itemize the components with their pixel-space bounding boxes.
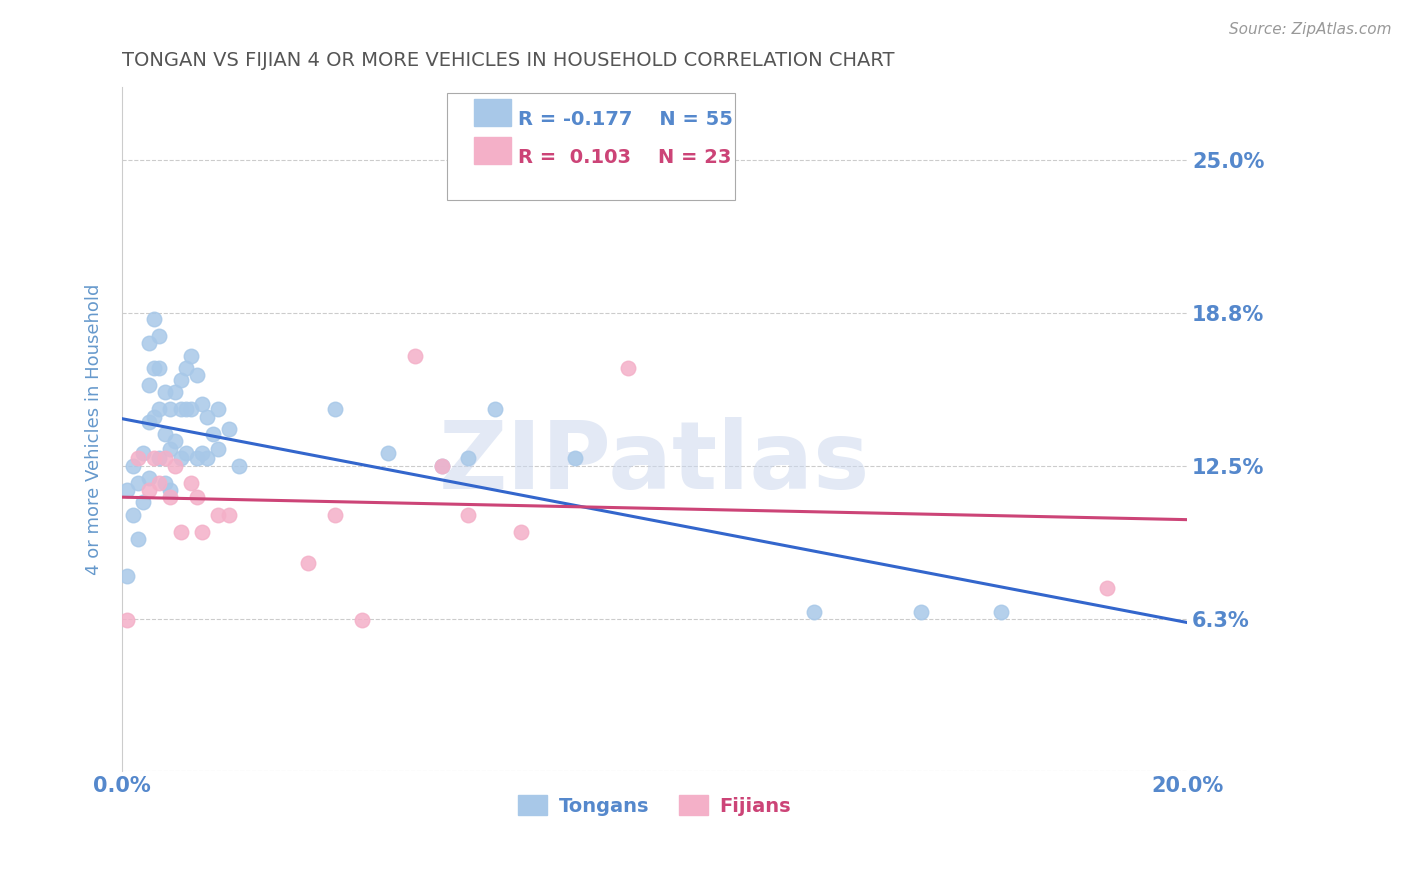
Text: ZIPatlas: ZIPatlas (439, 417, 870, 509)
Point (297, 557, 319, 571)
Point (195, 409, 218, 424)
Point (1097, 581, 1119, 595)
Point (117, 613, 139, 627)
Point (127, 475, 149, 490)
Bar (474, 136, 510, 164)
Point (191, 446, 214, 460)
Point (207, 402, 229, 417)
Point (148, 329, 170, 343)
Point (159, 442, 181, 456)
Point (564, 451, 586, 466)
Point (430, 458, 453, 473)
Point (153, 385, 176, 400)
Point (186, 451, 208, 466)
Point (138, 483, 160, 497)
Point (127, 532, 149, 546)
Point (169, 451, 191, 466)
Point (138, 378, 160, 392)
Point (143, 360, 166, 375)
Point (165, 434, 187, 449)
Point (180, 475, 202, 490)
Bar (474, 99, 510, 127)
Point (510, 524, 533, 539)
Y-axis label: 4 or more Vehicles in Household: 4 or more Vehicles in Household (86, 284, 103, 574)
Point (138, 471, 160, 485)
Point (159, 483, 181, 497)
Text: Source: ZipAtlas.com: Source: ZipAtlas.com (1229, 22, 1392, 37)
Text: R = -0.177    N = 55: R = -0.177 N = 55 (519, 110, 733, 128)
Point (143, 451, 166, 466)
Point (138, 336, 160, 351)
Point (174, 360, 197, 375)
Text: TONGAN VS FIJIAN 4 OR MORE VEHICLES IN HOUSEHOLD CORRELATION CHART: TONGAN VS FIJIAN 4 OR MORE VEHICLES IN H… (122, 51, 894, 70)
Point (186, 491, 208, 505)
Point (153, 426, 176, 441)
Point (457, 508, 479, 522)
Point (127, 451, 149, 466)
Point (323, 508, 346, 522)
Point (132, 495, 155, 509)
Point (350, 613, 373, 627)
Text: R =  0.103    N = 23: R = 0.103 N = 23 (519, 147, 731, 167)
Point (132, 446, 155, 460)
Point (195, 451, 218, 466)
Point (159, 402, 181, 417)
Point (165, 458, 187, 473)
Point (121, 458, 143, 473)
Point (174, 446, 197, 460)
Point (186, 368, 208, 383)
Point (377, 446, 399, 460)
Point (180, 349, 202, 363)
Point (143, 409, 166, 424)
Point (910, 606, 932, 620)
Point (218, 422, 240, 436)
Point (169, 524, 191, 539)
Point (228, 458, 250, 473)
Legend: Tongans, Fijians: Tongans, Fijians (510, 788, 799, 823)
Point (180, 402, 202, 417)
Point (201, 426, 224, 441)
Point (174, 402, 197, 417)
Point (207, 508, 229, 522)
Point (990, 606, 1012, 620)
FancyBboxPatch shape (447, 94, 734, 200)
Point (803, 606, 825, 620)
Point (191, 397, 214, 411)
Point (207, 442, 229, 456)
Point (617, 360, 640, 375)
Point (323, 402, 346, 417)
Point (169, 373, 191, 387)
Point (148, 402, 170, 417)
Point (138, 415, 160, 429)
Point (169, 402, 191, 417)
Point (165, 385, 187, 400)
Point (404, 349, 426, 363)
Point (457, 451, 479, 466)
Point (484, 402, 506, 417)
Point (191, 524, 214, 539)
Point (153, 475, 176, 490)
Point (148, 451, 170, 466)
Point (117, 483, 139, 497)
Point (121, 508, 143, 522)
Point (430, 458, 453, 473)
Point (159, 491, 181, 505)
Point (143, 311, 166, 326)
Point (117, 568, 139, 582)
Point (148, 475, 170, 490)
Point (153, 451, 176, 466)
Point (218, 508, 240, 522)
Point (148, 360, 170, 375)
